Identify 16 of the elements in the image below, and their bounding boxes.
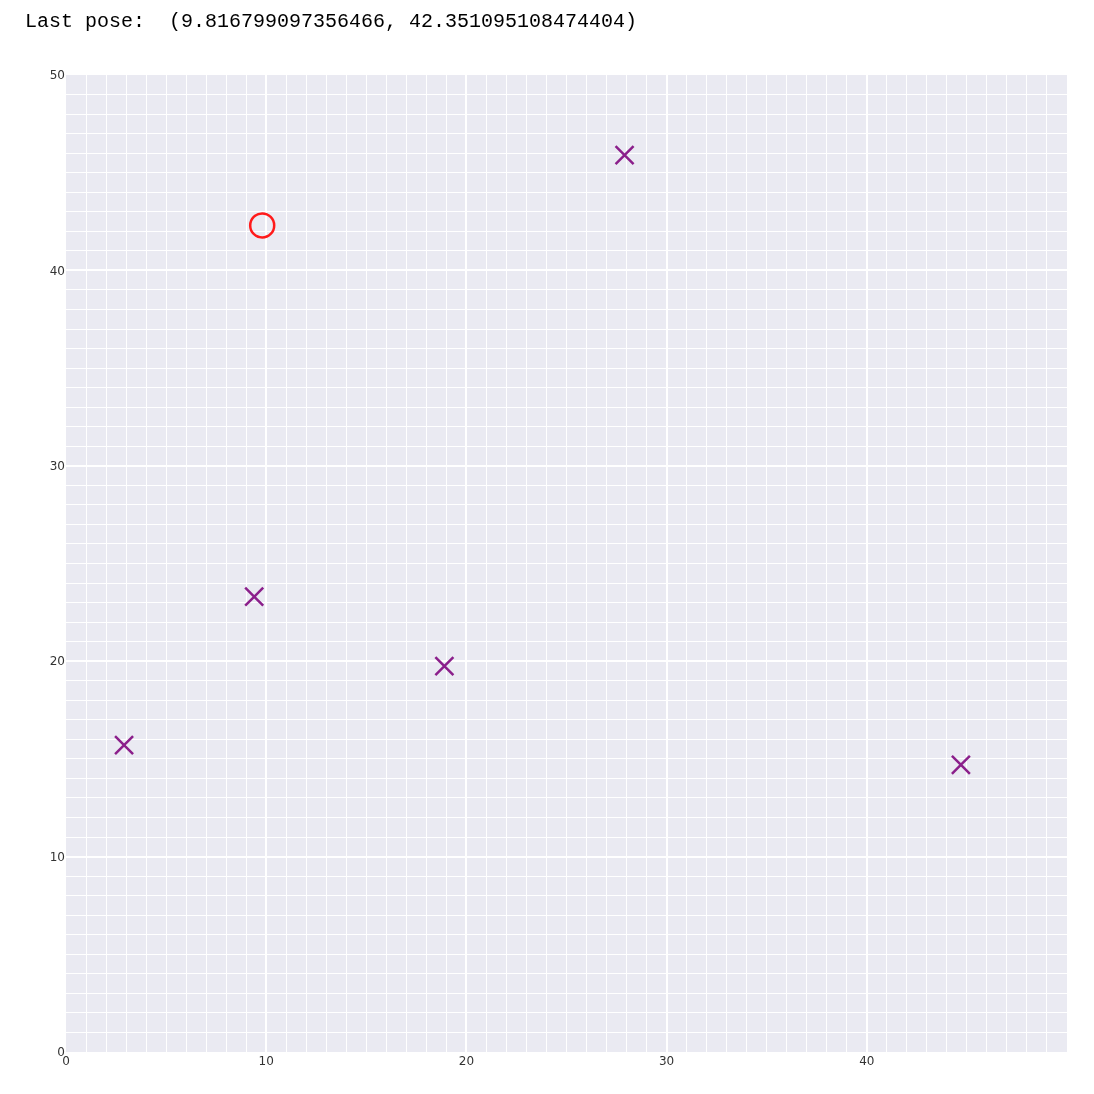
point <box>614 144 635 166</box>
y-tick-label: 40 <box>49 263 65 278</box>
y-tick-label: 30 <box>49 459 65 473</box>
y-tick-label: 50 <box>49 68 65 83</box>
point <box>950 754 972 776</box>
y-tick-label: 10 <box>49 849 65 864</box>
x-tick-label: 40 <box>859 1054 875 1068</box>
point <box>248 212 276 239</box>
chart-title: Last pose: (9.816799097356466, 42.351095108474404) <box>25 10 638 33</box>
x-tick-label: 30 <box>658 1054 675 1068</box>
point <box>434 655 455 677</box>
y-tick-label: 20 <box>49 654 65 669</box>
point <box>113 734 135 756</box>
x-tick-label: 10 <box>258 1054 274 1068</box>
point <box>243 586 265 607</box>
x-tick-label: 20 <box>458 1054 475 1068</box>
